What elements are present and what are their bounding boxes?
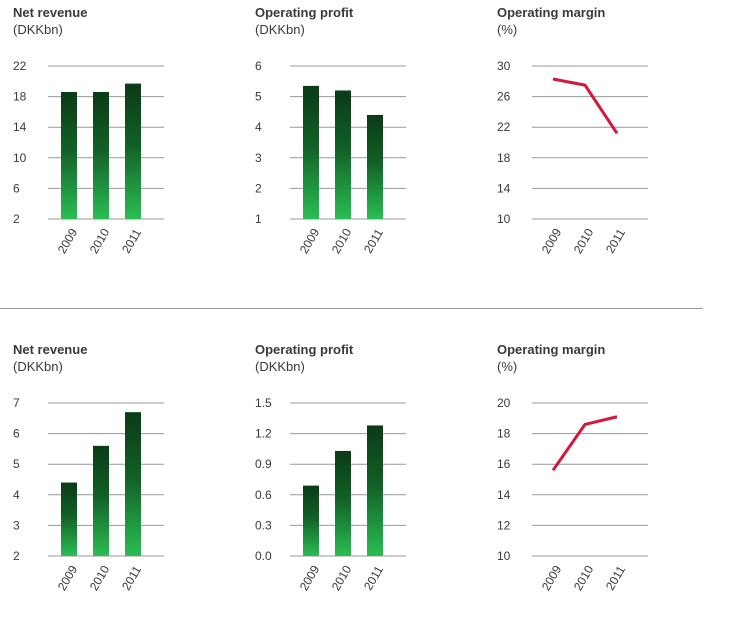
chart-unit: (DKKbn) [255, 359, 305, 374]
y-tick-label: 0.0 [255, 549, 272, 563]
y-tick-label: 7 [13, 396, 20, 410]
y-tick-label: 10 [497, 212, 511, 226]
y-tick-label: 4 [255, 120, 262, 134]
x-tick-label: 2009 [55, 563, 81, 593]
bar [303, 85, 319, 219]
y-tick-label: 0.9 [255, 457, 272, 471]
bar [61, 482, 77, 556]
y-tick-label: 5 [13, 457, 20, 471]
y-tick-label: 3 [255, 151, 262, 165]
chart-title: Operating profit [255, 342, 354, 357]
y-tick-label: 2 [255, 181, 262, 195]
x-tick-label: 2009 [539, 563, 565, 593]
chart-title: Net revenue [13, 5, 88, 20]
x-tick-label: 2009 [539, 226, 565, 256]
x-tick-label: 2011 [361, 563, 386, 593]
bar [125, 412, 141, 556]
chart-plot: 20 18 16 14 12 10 2009 2010 2011 [497, 396, 648, 593]
bar [303, 485, 319, 556]
y-tick-label: 0.3 [255, 518, 272, 532]
y-tick-label: 18 [13, 90, 27, 104]
y-tick-label: 2 [13, 549, 20, 563]
chart-title: Operating profit [255, 5, 354, 20]
bar [335, 90, 351, 219]
chart-unit: (DKKbn) [13, 359, 63, 374]
y-tick-label: 5 [255, 90, 262, 104]
y-tick-label: 1.2 [255, 427, 272, 441]
bar [125, 83, 141, 219]
chart-operating-margin-top: Operating margin (%) 30 26 22 18 14 10 2009 201… [497, 5, 727, 275]
x-tick-label: 2010 [329, 563, 355, 593]
y-tick-label: 12 [497, 518, 511, 532]
bar [93, 92, 109, 219]
y-tick-label: 6 [13, 181, 20, 195]
y-tick-label: 1.5 [255, 396, 272, 410]
y-tick-label: 2 [13, 212, 20, 226]
x-tick-label: 2010 [571, 563, 597, 593]
y-tick-label: 14 [497, 488, 511, 502]
bar [61, 92, 77, 219]
x-tick-label: 2009 [55, 226, 81, 256]
chart-title: Operating margin [497, 5, 606, 20]
y-tick-label: 1 [255, 212, 262, 226]
x-tick-label: 2011 [119, 563, 144, 593]
y-tick-label: 10 [497, 549, 511, 563]
chart-title: Net revenue [13, 342, 88, 357]
x-tick-label: 2011 [603, 563, 628, 593]
x-tick-label: 2011 [119, 226, 144, 256]
y-tick-label: 10 [13, 151, 27, 165]
y-tick-label: 26 [497, 90, 511, 104]
bar [367, 114, 383, 219]
y-tick-label: 6 [13, 427, 20, 441]
x-tick-label: 2010 [571, 226, 597, 256]
chart-net-revenue-bottom: Net revenue (DKKbn) 7 6 5 4 3 2 2009 2010 2011 [13, 342, 243, 612]
y-tick-label: 0.6 [255, 488, 272, 502]
y-tick-label: 22 [497, 120, 511, 134]
chart-title: Operating margin [497, 342, 606, 357]
chart-unit: (DKKbn) [255, 22, 305, 37]
x-tick-label: 2009 [297, 563, 323, 593]
chart-unit: (%) [497, 359, 518, 374]
y-tick-label: 30 [497, 59, 511, 73]
bar [93, 445, 109, 556]
x-tick-label: 2011 [603, 226, 628, 256]
chart-plot: 22 18 14 10 6 2 2009 2010 2011 [13, 59, 164, 256]
y-tick-label: 14 [497, 181, 511, 195]
y-tick-label: 6 [255, 59, 262, 73]
chart-operating-margin-bottom: Operating margin (%) 20 18 16 14 12 10 2009 201… [497, 342, 727, 612]
x-tick-label: 2010 [329, 226, 355, 256]
chart-unit: (%) [497, 22, 518, 37]
chart-operating-profit-bottom: Operating profit (DKKbn) 1.5 1.2 0.9 0.6 0.3… [255, 342, 485, 612]
bar [367, 425, 383, 556]
chart-plot: 7 6 5 4 3 2 2009 2010 2011 [13, 396, 164, 593]
chart-unit: (DKKbn) [13, 22, 63, 37]
chart-plot: 6 5 4 3 2 1 2009 2010 2011 [255, 59, 406, 256]
y-tick-label: 18 [497, 151, 511, 165]
chart-plot: 1.5 1.2 0.9 0.6 0.3 0.0 2009 2010 2011 [255, 396, 406, 593]
y-tick-label: 16 [497, 457, 511, 471]
y-tick-label: 20 [497, 396, 511, 410]
chart-plot: 30 26 22 18 14 10 2009 2010 2011 [497, 59, 648, 256]
chart-operating-profit-top: Operating profit (DKKbn) 6 5 4 3 2 1 2009 2010 2… [255, 5, 485, 275]
x-tick-label: 2009 [297, 226, 323, 256]
y-tick-label: 14 [13, 120, 27, 134]
series-line [551, 415, 618, 472]
x-tick-label: 2010 [87, 563, 113, 593]
y-tick-label: 4 [13, 488, 20, 502]
section-divider [0, 308, 703, 309]
bar [335, 450, 351, 556]
chart-net-revenue-top: Net revenue (DKKbn) 22 18 14 10 6 2 2009 2010 20… [13, 5, 243, 275]
y-tick-label: 18 [497, 427, 511, 441]
y-tick-label: 22 [13, 59, 27, 73]
x-tick-label: 2010 [87, 226, 113, 256]
series-line [552, 77, 619, 135]
y-tick-label: 3 [13, 518, 20, 532]
x-tick-label: 2011 [361, 226, 386, 256]
